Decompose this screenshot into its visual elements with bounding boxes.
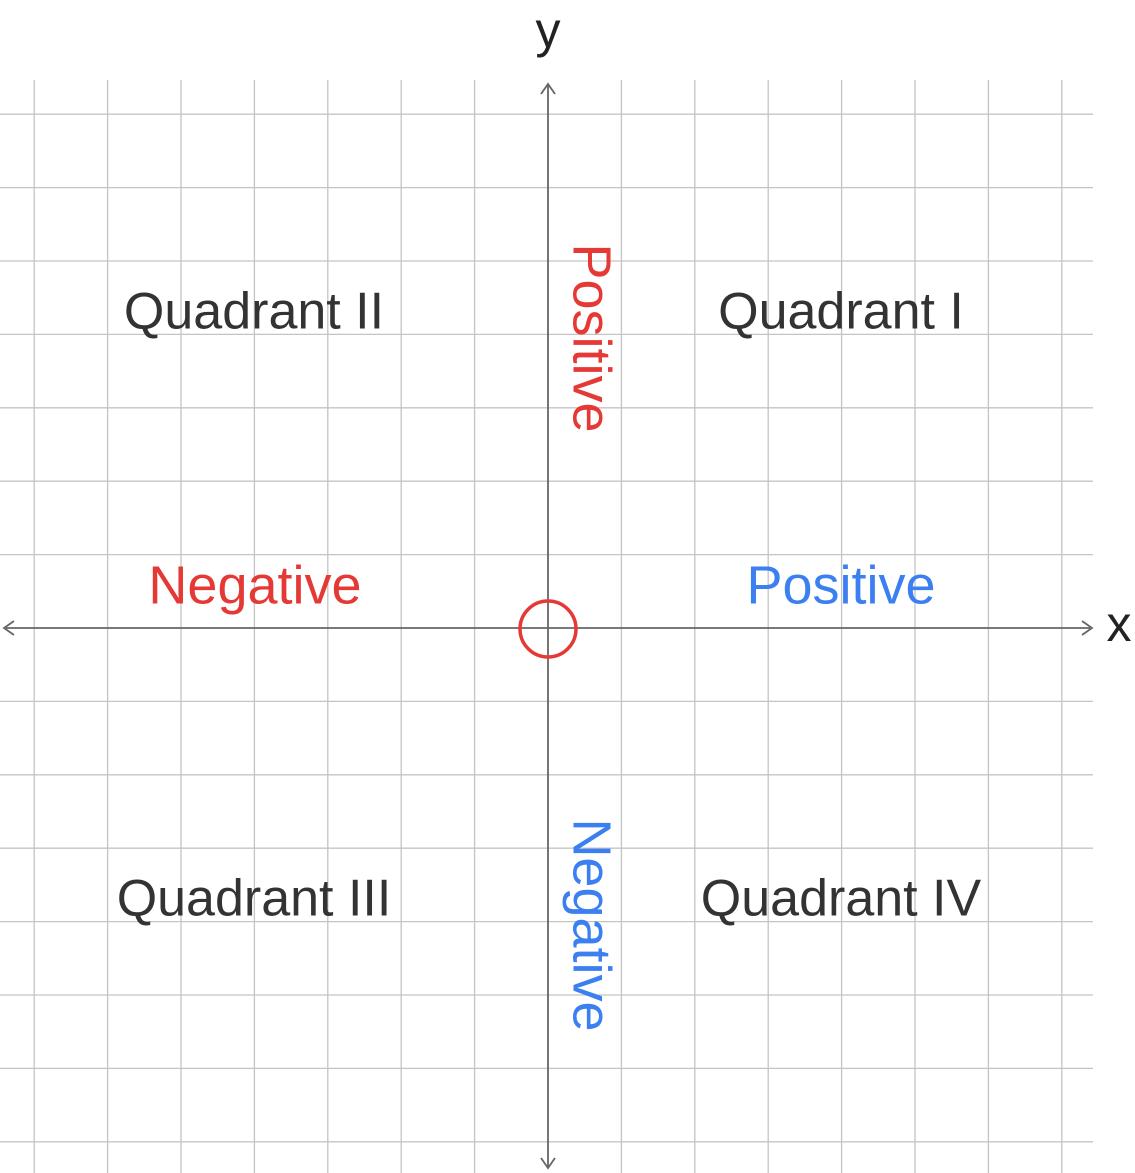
- y-axis-label: y: [536, 2, 561, 58]
- grid: [0, 80, 1093, 1173]
- y-negative-label: Negative: [562, 818, 622, 1031]
- quadrant-label: Quadrant II: [124, 283, 384, 341]
- x-arrow-right: [1081, 620, 1094, 636]
- y-arrow-down: [540, 1157, 556, 1170]
- quadrant-label: Quadrant III: [117, 870, 392, 928]
- quadrant-label: Quadrant I: [718, 283, 964, 341]
- x-arrow-left: [2, 620, 15, 636]
- x-negative-label: Negative: [148, 555, 361, 615]
- origin: [518, 599, 578, 659]
- quadrant-label: Quadrant IV: [701, 870, 982, 928]
- x-axis-label: x: [1107, 596, 1132, 652]
- x-positive-label: Positive: [746, 555, 935, 615]
- y-positive-label: Positive: [562, 243, 622, 432]
- y-arrow-up: [540, 82, 556, 95]
